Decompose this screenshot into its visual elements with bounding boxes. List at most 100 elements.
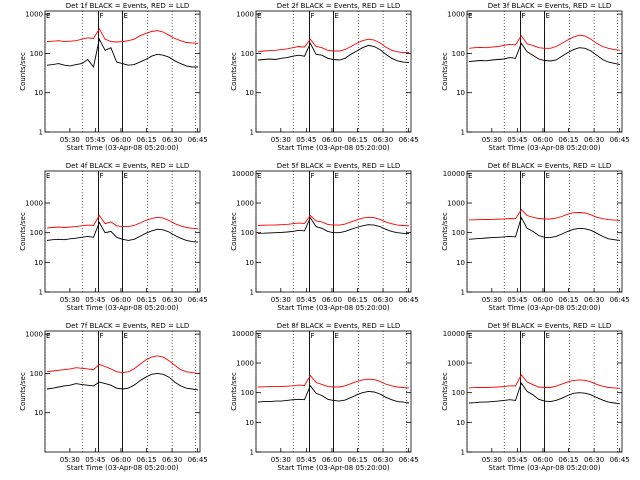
interval-marker-label: E (257, 172, 261, 180)
interval-marker-label: F (521, 12, 525, 20)
panel-5: Det 5f BLACK = Events, RED = LLD E F E 1 10 10… (230, 162, 419, 312)
events-series-line (46, 37, 198, 69)
x-tick-label: 06:45 (188, 456, 208, 464)
y-tick-label: 10 (34, 259, 43, 267)
events-series-line (468, 382, 621, 405)
interval-marker-label: F (99, 12, 103, 20)
y-axis-label: Counts/sec (230, 212, 238, 251)
y-tick-label: 100 (241, 50, 254, 58)
x-tick-label: 06:00 (533, 136, 553, 144)
y-tick-label: 10000 (443, 170, 465, 178)
y-tick-label: 1000 (25, 200, 43, 208)
x-tick-label: 06:30 (373, 456, 393, 464)
x-tick-label: 05:30 (482, 456, 502, 464)
x-tick-label: 06:00 (111, 136, 131, 144)
x-tick-label: 06:15 (558, 136, 578, 144)
panel-9: Det 9f BLACK = Events, RED = LLD E F E 1 10 10… (441, 322, 630, 472)
y-tick-label: 10000 (232, 330, 254, 338)
events-series-line (468, 216, 621, 241)
x-axis-label: Start Time (03-Apr-08 05:20:00) (66, 464, 178, 472)
lld-series-line (468, 373, 621, 389)
y-tick-label: 1 (250, 129, 254, 137)
panel-1: Det 1f BLACK = Events, RED = LLD E F E 1 10 10… (19, 2, 208, 152)
interval-marker-label: E (468, 12, 472, 20)
x-tick-label: 06:00 (111, 296, 131, 304)
events-series-line (257, 216, 410, 235)
panel-3: Det 3f BLACK = Events, RED = LLD E F E 1 10 10… (441, 2, 630, 152)
x-tick-label: 05:45 (85, 456, 105, 464)
interval-marker-label: E (124, 172, 128, 180)
panel-title: Det 1f BLACK = Events, RED = LLD (66, 2, 189, 10)
interval-marker-label: E (46, 332, 50, 340)
events-series-line (46, 221, 199, 243)
x-tick-label: 06:45 (610, 296, 630, 304)
lld-series-line (257, 374, 410, 389)
x-tick-label: 06:30 (373, 296, 393, 304)
y-tick-label: 100 (241, 229, 254, 237)
events-series-line (257, 384, 410, 404)
x-tick-label: 05:45 (507, 136, 527, 144)
x-tick-label: 06:30 (162, 296, 182, 304)
interval-marker-label: E (46, 172, 50, 180)
interval-marker-label: F (521, 172, 525, 180)
y-tick-label: 1 (461, 289, 465, 297)
events-series-line (468, 42, 621, 66)
y-axis-label: Counts/sec (441, 372, 449, 411)
y-tick-label: 1000 (447, 11, 465, 19)
x-tick-label: 06:15 (558, 296, 578, 304)
events-series-line (46, 372, 199, 391)
panel-title: Det 5f BLACK = Events, RED = LLD (277, 162, 400, 170)
interval-marker-label: E (257, 332, 261, 340)
lld-series-line (468, 34, 621, 51)
x-tick-label: 05:45 (296, 456, 316, 464)
x-tick-label: 06:00 (533, 296, 553, 304)
y-tick-label: 10000 (443, 330, 465, 338)
y-axis-label: Counts/sec (19, 372, 27, 411)
y-axis-label: Counts/sec (441, 212, 449, 251)
y-tick-label: 1000 (236, 360, 254, 368)
x-tick-label: 05:30 (60, 456, 80, 464)
x-axis-label: Start Time (03-Apr-08 05:20:00) (277, 464, 389, 472)
x-tick-label: 06:45 (610, 456, 630, 464)
lld-series-line (46, 214, 199, 230)
panel-6: Det 6f BLACK = Events, RED = LLD E F E 1 10 10… (441, 162, 630, 312)
y-tick-label: 1 (461, 449, 465, 457)
panel-title: Det 8f BLACK = Events, RED = LLD (277, 322, 400, 330)
interval-marker-label: F (99, 332, 103, 340)
x-tick-label: 06:15 (136, 456, 156, 464)
x-tick-label: 06:30 (584, 136, 604, 144)
interval-marker-label: F (310, 172, 314, 180)
interval-marker-label: E (468, 172, 472, 180)
x-tick-label: 06:00 (533, 456, 553, 464)
y-tick-label: 10 (34, 89, 43, 97)
x-tick-label: 06:45 (399, 136, 419, 144)
x-tick-label: 06:30 (584, 296, 604, 304)
y-tick-label: 1000 (25, 11, 43, 19)
y-tick-label: 100 (30, 370, 43, 378)
y-tick-label: 10 (456, 89, 465, 97)
panel-2: Det 2f BLACK = Events, RED = LLD E F E 1 10 10… (230, 2, 419, 152)
x-axis-label: Start Time (03-Apr-08 05:20:00) (488, 464, 600, 472)
x-tick-label: 06:30 (584, 456, 604, 464)
interval-marker-label: F (310, 12, 314, 20)
interval-marker-label: E (546, 172, 550, 180)
interval-marker-label: F (310, 332, 314, 340)
interval-marker-label: E (546, 12, 550, 20)
x-tick-label: 05:45 (85, 136, 105, 144)
y-tick-label: 10 (34, 409, 43, 417)
y-tick-label: 1 (39, 289, 43, 297)
y-tick-label: 1000 (236, 11, 254, 19)
y-tick-label: 100 (452, 229, 465, 237)
y-axis-label: Counts/sec (230, 372, 238, 411)
y-tick-label: 100 (452, 389, 465, 397)
panel-title: Det 7f BLACK = Events, RED = LLD (66, 322, 189, 330)
events-series-line (257, 42, 410, 64)
interval-marker-label: F (99, 172, 103, 180)
panel-title: Det 3f BLACK = Events, RED = LLD (488, 2, 611, 10)
x-tick-label: 06:45 (188, 296, 208, 304)
interval-marker-label: E (335, 12, 339, 20)
lld-series-line (468, 208, 621, 221)
x-tick-label: 06:15 (347, 456, 367, 464)
interval-marker-label: F (521, 332, 525, 340)
x-tick-label: 06:45 (610, 136, 630, 144)
